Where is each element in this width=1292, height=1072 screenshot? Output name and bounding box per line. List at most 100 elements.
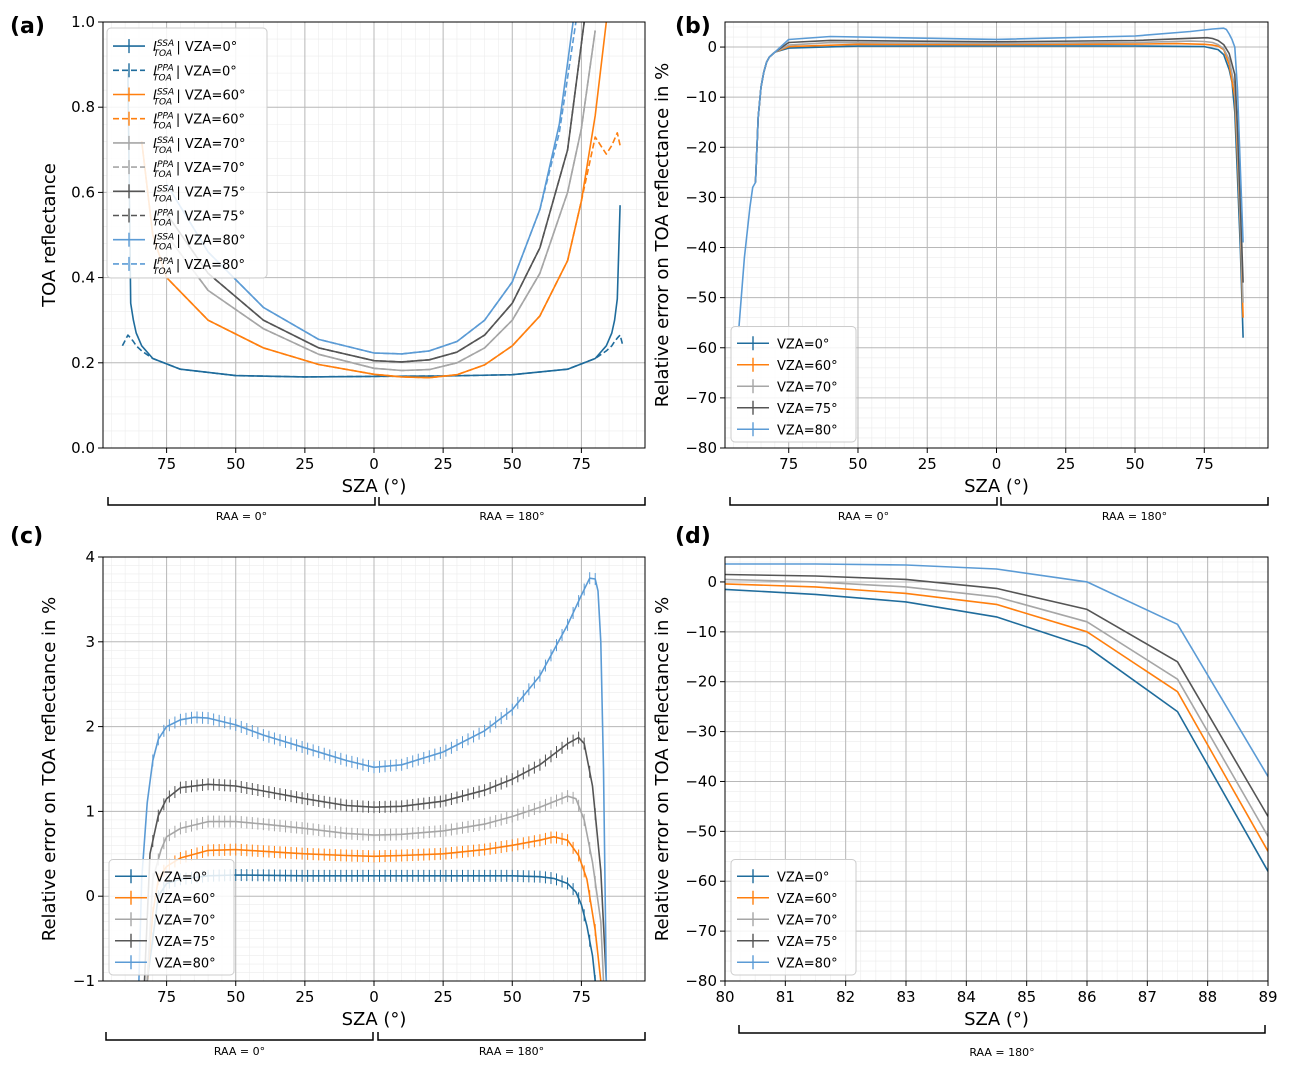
x-axis: 75 50 25 0 25 50 75 bbox=[779, 448, 1214, 473]
series-group bbox=[121, 22, 624, 379]
raa-label: RAA = 0° bbox=[216, 510, 267, 523]
x-tick-label: 88 bbox=[1198, 988, 1217, 1006]
legend: VZA=0° VZA=60° VZA=70° VZA=75° VZA=80° bbox=[730, 859, 857, 976]
axes-frame bbox=[724, 556, 1269, 982]
legend-label: IPPA TOA | VZA=60° bbox=[153, 112, 245, 132]
legend-label: VZA=80° bbox=[777, 956, 838, 971]
y-tick-label: −80 bbox=[685, 439, 717, 457]
legend-handle bbox=[737, 933, 769, 948]
x-tick-label: 81 bbox=[776, 988, 795, 1006]
legend-label: VZA=60° bbox=[155, 892, 216, 907]
x-axis: 75 50 25 0 25 50 75 bbox=[157, 981, 591, 1006]
y-axis-label: Relative error on TOA reflectance in % bbox=[652, 597, 673, 941]
raa-label: RAA = 180° bbox=[479, 510, 544, 523]
x-tick-label: 89 bbox=[1258, 988, 1277, 1006]
legend-label: VZA=70° bbox=[155, 913, 216, 928]
legend-handle bbox=[115, 912, 147, 927]
x-tick-label: 50 bbox=[503, 455, 522, 473]
y-axis: −1 0 1 2 3 4 bbox=[73, 548, 103, 990]
x-axis: 75 50 25 0 25 50 75 bbox=[157, 448, 591, 473]
legend-handle bbox=[115, 869, 147, 884]
series-line-vza-70- bbox=[146, 795, 605, 981]
legend-label: IPPA TOA | VZA=80° bbox=[153, 257, 245, 277]
legend-label: ISSA TOA | VZA=70° bbox=[153, 136, 246, 156]
series-line-vza-75- bbox=[725, 573, 1268, 817]
x-axis-label: SZA (°) bbox=[342, 476, 407, 497]
legend-handle bbox=[115, 933, 147, 948]
y-axis: −80 −70 −60 −50 −40 −30 −20 −10 0 bbox=[685, 573, 725, 990]
x-tick-label: 75 bbox=[157, 988, 176, 1006]
x-tick-label: 84 bbox=[957, 988, 976, 1006]
x-tick-label: 86 bbox=[1077, 988, 1096, 1006]
series-line-i-toa-ppa-vza-60- bbox=[140, 132, 621, 379]
series-line-vza-0- bbox=[754, 45, 1244, 338]
series-line-vza-60- bbox=[725, 583, 1268, 852]
y-tick-label: −20 bbox=[685, 138, 717, 156]
x-tick-label: 0 bbox=[992, 455, 1002, 473]
x-tick-label: 50 bbox=[848, 455, 867, 473]
legend-label: VZA=0° bbox=[777, 337, 829, 352]
legend-box bbox=[730, 859, 857, 976]
x-axis: 80 81 82 83 84 85 86 87 88 89 bbox=[715, 981, 1278, 1006]
x-tick-label: 50 bbox=[503, 988, 522, 1006]
x-tick-label: 25 bbox=[918, 455, 937, 473]
x-tick-label: 83 bbox=[896, 988, 915, 1006]
x-tick-label: 75 bbox=[1195, 455, 1214, 473]
legend-handle bbox=[113, 208, 145, 223]
legend-label: ISSA TOA | VZA=0° bbox=[153, 39, 237, 59]
legend-label: VZA=60° bbox=[777, 359, 838, 374]
x-axis-label: SZA (°) bbox=[342, 1009, 407, 1030]
legend-label: VZA=75° bbox=[777, 935, 838, 950]
series-line-vza-0- bbox=[725, 588, 1268, 872]
y-tick-label: −30 bbox=[685, 188, 717, 206]
x-tick-label: 75 bbox=[572, 455, 591, 473]
y-tick-label: 4 bbox=[85, 548, 95, 566]
legend-handle bbox=[113, 256, 145, 271]
y-tick-label: −80 bbox=[685, 972, 717, 990]
panel-label: (d) bbox=[675, 524, 711, 549]
legend-label: ISSA TOA | VZA=75° bbox=[153, 184, 246, 204]
x-tick-label: 87 bbox=[1138, 988, 1157, 1006]
y-tick-label: −1 bbox=[73, 972, 95, 990]
raa-bracket bbox=[738, 1025, 1266, 1034]
raa-label: RAA = 180° bbox=[479, 1045, 544, 1058]
y-tick-label: 0 bbox=[707, 573, 717, 591]
legend-label: VZA=75° bbox=[155, 935, 216, 950]
panel-label: (b) bbox=[675, 14, 711, 39]
series-line-vza-70- bbox=[754, 40, 1244, 303]
x-axis-label: SZA (°) bbox=[964, 476, 1029, 497]
legend-handle bbox=[115, 955, 147, 970]
legend-label: VZA=70° bbox=[777, 913, 838, 928]
legend-handle bbox=[737, 869, 769, 884]
legend-handle bbox=[737, 357, 769, 372]
y-tick-label: 0.6 bbox=[71, 183, 95, 201]
x-tick-label: 80 bbox=[715, 988, 734, 1006]
y-tick-label: −40 bbox=[685, 239, 717, 257]
raa-bracket bbox=[105, 1032, 374, 1041]
x-tick-label: 25 bbox=[434, 455, 453, 473]
legend-handle bbox=[737, 336, 769, 351]
legend-handle bbox=[113, 111, 145, 126]
legend-handle bbox=[113, 63, 145, 78]
panel-label: (a) bbox=[10, 14, 45, 39]
legend-handle bbox=[737, 379, 769, 394]
y-tick-label: −40 bbox=[685, 772, 717, 790]
series-line-vza-80- bbox=[725, 563, 1268, 777]
legend-handle bbox=[737, 912, 769, 927]
legend-handle bbox=[737, 400, 769, 415]
x-tick-label: 85 bbox=[1017, 988, 1036, 1006]
legend-label: IPPA TOA | VZA=75° bbox=[153, 209, 245, 229]
legend-label: VZA=0° bbox=[777, 870, 829, 885]
y-axis-label: Relative error on TOA reflectance in % bbox=[39, 597, 60, 941]
y-axis-label: TOA reflectance bbox=[39, 163, 60, 308]
y-tick-label: −60 bbox=[685, 339, 717, 357]
y-tick-label: 1 bbox=[85, 802, 95, 820]
y-tick-label: −50 bbox=[685, 822, 717, 840]
x-axis-label: SZA (°) bbox=[964, 1009, 1029, 1030]
legend-handle bbox=[113, 160, 145, 175]
y-axis: −80 −70 −60 −50 −40 −30 −20 −10 0 bbox=[685, 38, 725, 457]
panel-label: (c) bbox=[10, 524, 43, 549]
legend-handle bbox=[737, 955, 769, 970]
x-tick-label: 25 bbox=[295, 455, 314, 473]
series-line-vza-60- bbox=[754, 42, 1244, 318]
